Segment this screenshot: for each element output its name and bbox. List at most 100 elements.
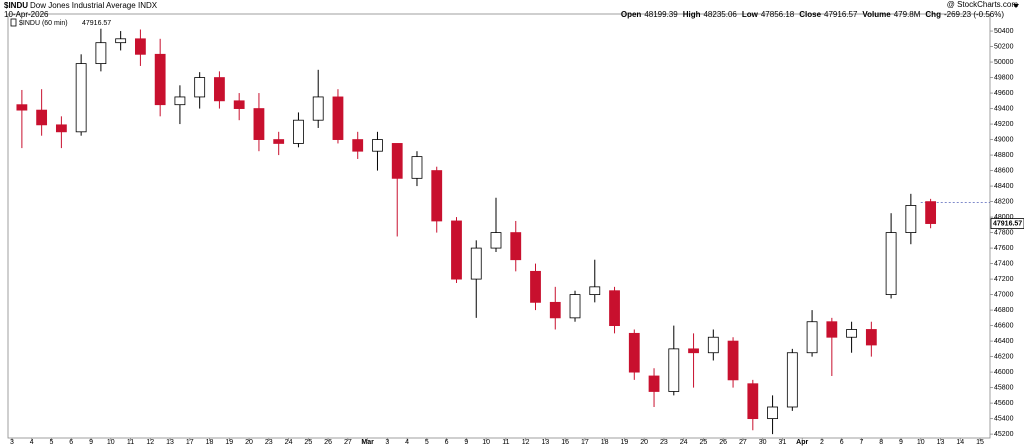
x-tick-label: 23 [660,439,668,446]
y-tick-label: 49600 [994,90,1014,97]
candle-body [767,406,778,420]
candle-body [747,383,759,420]
x-tick-label: 14 [956,439,964,446]
candle-body [273,139,285,144]
last-price-box [990,218,1024,229]
legend-swatch [10,18,17,27]
exchange: INDX [138,1,158,10]
candle-body [490,232,502,249]
candle-body [214,77,225,102]
candle-body [549,301,561,319]
x-tick-label: 8 [879,439,883,446]
quote-bar: Open 48199.39 High 48235.06 Low 47856.18 Close… [621,10,1004,19]
x-tick-label: 9 [89,439,93,446]
y-tick-label: 50400 [994,28,1014,35]
candle-body [154,53,166,106]
legend-label: $INDU (60 min) [19,20,68,27]
y-tick-label: 46400 [994,338,1014,345]
x-tick-label: 27 [344,439,352,446]
candle-body [194,77,206,98]
candle-body [391,143,403,179]
chart-subtitle: Dow Jones Industrial Average [30,1,136,10]
candle-body [95,42,107,65]
x-tick-label: 18 [206,439,214,446]
candle-body [826,321,838,338]
y-tick-label: 50000 [994,59,1014,66]
y-tick-label: 46800 [994,307,1014,314]
candle-body [688,348,699,354]
x-tick-label: Mar [361,439,374,446]
candle-body [885,232,897,295]
y-tick-label: 47400 [994,260,1014,267]
quote-value: 47916.57 [824,10,858,19]
candle-body [332,96,344,140]
quote-value: 48199.39 [644,10,678,19]
candle-body [865,329,877,346]
candle-body [925,201,937,224]
quote-label: Chg [925,10,941,19]
y-tick-label: 49000 [994,136,1014,143]
candle-body [75,63,87,133]
candle-body [628,332,640,373]
candle-body [312,96,324,121]
x-tick-label: 19 [225,439,233,446]
candle-body [727,340,739,381]
x-tick-label: 5 [50,439,54,446]
x-tick-label: 4 [30,439,34,446]
candle-body [431,170,443,222]
x-tick-label: 23 [265,439,273,446]
last-price-label: 47916.57 [993,220,1022,227]
candle-body [372,139,383,152]
x-tick-label: Apr [796,439,808,446]
quote-value: 48235.06 [703,10,737,19]
x-tick-label: 9 [464,439,468,446]
x-tick-label: 13 [937,439,945,446]
x-tick-label: 20 [640,439,648,446]
x-tick-label: 3 [10,439,14,446]
quote-label: Low [742,10,759,19]
x-tick-label: 25 [304,439,312,446]
x-tick-label: 12 [522,439,530,446]
candle-body [55,124,67,133]
y-tick-label: 46600 [994,322,1014,329]
candle-body [36,109,48,126]
x-tick-label: 24 [285,439,293,446]
x-tick-label: 12 [146,439,154,446]
quote-label: Open [621,10,642,19]
candle-body [135,38,146,55]
candle-body [786,352,798,408]
y-tick-label: 48600 [994,167,1014,174]
x-tick-label: 16 [561,439,569,446]
candle-body [470,247,482,280]
candle-body [806,321,818,354]
y-tick-label: 45200 [994,431,1014,438]
x-tick-label: 4 [405,439,409,446]
y-tick-label: 49800 [994,74,1014,81]
x-tick-label: 26 [719,439,727,446]
x-tick-label: 20 [245,439,253,446]
candle-body [352,139,364,152]
candle-body [707,336,719,354]
x-tick-label: 6 [840,439,844,446]
y-tick-label: 48800 [994,152,1014,159]
plot-frame [7,13,991,439]
x-tick-label: 30 [759,439,767,446]
y-tick-label: 45600 [994,400,1014,407]
y-tick-label: 45800 [994,384,1014,391]
candle-body [569,294,581,319]
y-tick-label: 50200 [994,43,1014,50]
candle-body [530,270,541,303]
candle-body [668,348,680,392]
candle-body [115,38,127,44]
y-tick-label: 46200 [994,353,1014,360]
candle-body [609,290,620,327]
candle-body [648,375,660,392]
quote-value: 479.8M [894,10,921,19]
watermark: @ StockCharts.com [947,0,1019,9]
candle-body [174,96,186,106]
candle-body [293,119,304,144]
y-tick-label: 45400 [994,415,1014,422]
quote-label: Volume [862,10,891,19]
candle-body [905,205,917,233]
